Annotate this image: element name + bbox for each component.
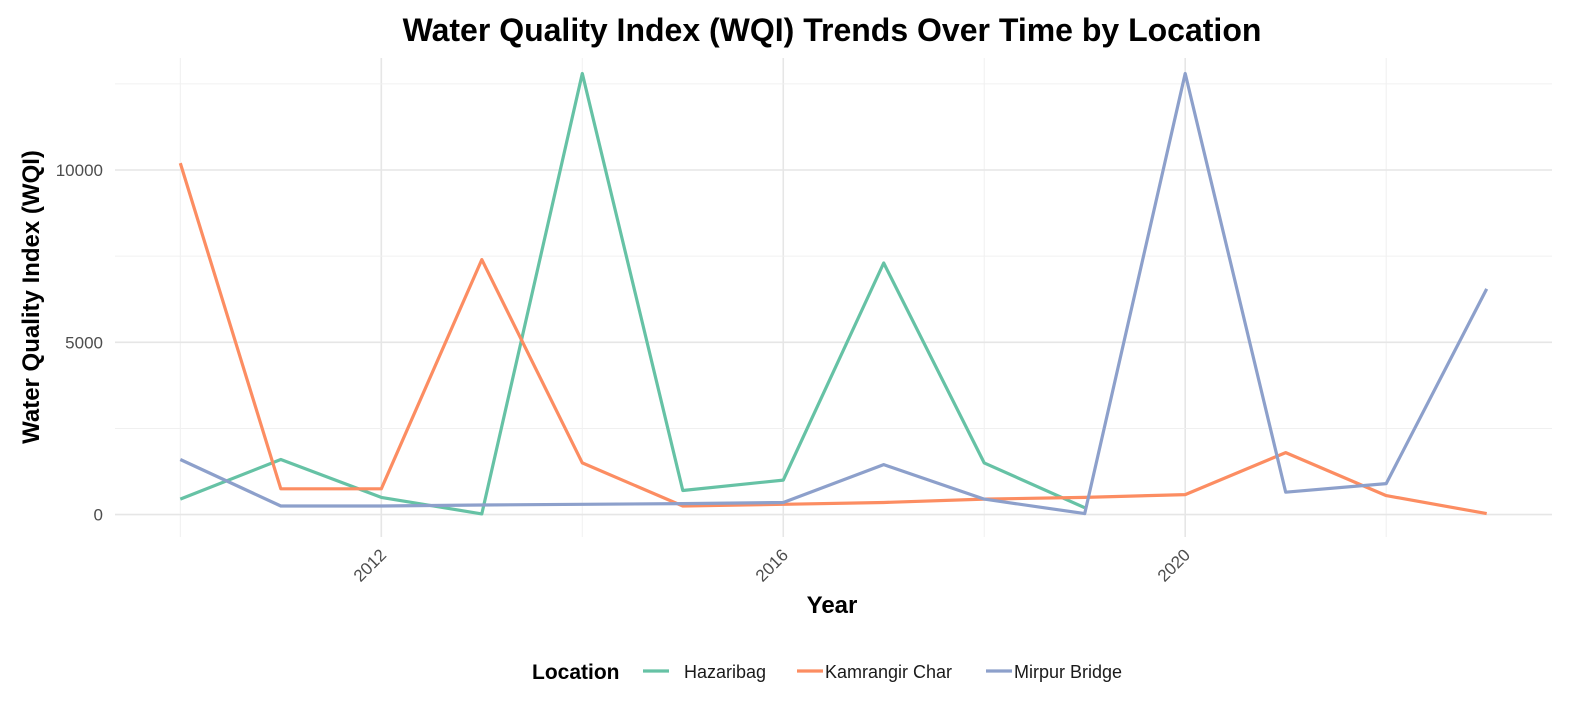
series-lines xyxy=(178,71,1489,516)
x-tick-label: 2016 xyxy=(752,545,792,585)
y-tick-label: 5000 xyxy=(65,333,103,352)
grid xyxy=(115,58,1552,537)
legend: Location Hazaribag Kamrangir Char Mirpur B… xyxy=(532,661,1122,684)
y-axis-title: Water Quality Index (WQI) xyxy=(18,150,45,444)
y-tick-label: 10000 xyxy=(56,161,103,180)
chart-title: Water Quality Index (WQI) Trends Over Ti… xyxy=(403,12,1262,48)
x-axis-title: Year xyxy=(807,592,858,619)
y-tick-labels: 0 5000 10000 xyxy=(56,161,103,525)
legend-label: Kamrangir Char xyxy=(825,662,952,682)
series-line-kamrangir-char xyxy=(178,162,1487,516)
series-line-hazaribag xyxy=(179,71,1086,516)
legend-label: Hazaribag xyxy=(684,662,766,682)
x-tick-label: 2012 xyxy=(350,545,390,585)
x-tick-labels: 2012 2016 2020 xyxy=(350,545,1194,585)
x-tick-label: 2020 xyxy=(1154,545,1194,585)
y-tick-label: 0 xyxy=(94,506,103,525)
series-line-mirpur-bridge xyxy=(179,71,1489,516)
legend-title: Location xyxy=(532,661,620,684)
legend-label: Mirpur Bridge xyxy=(1014,662,1122,682)
